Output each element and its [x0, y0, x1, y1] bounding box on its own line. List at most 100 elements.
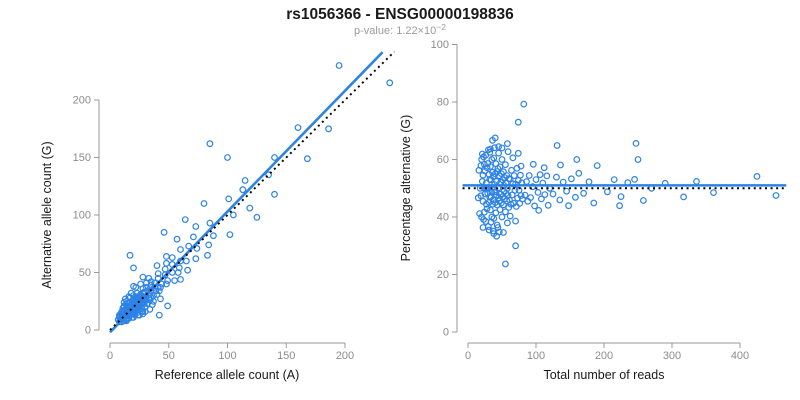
- data-point: [604, 188, 611, 196]
- tick-label: 0: [107, 350, 113, 362]
- data-point: [154, 270, 162, 278]
- data-point: [246, 204, 254, 212]
- data-point: [192, 255, 200, 263]
- tick-label: 100: [527, 350, 545, 362]
- data-point: [510, 172, 518, 180]
- data-point: [514, 118, 522, 126]
- data-point: [121, 295, 129, 303]
- data-point: [549, 190, 557, 198]
- tick-label: 20: [437, 269, 449, 281]
- pvalue-text: p-value: 1.22×10: [354, 25, 436, 37]
- data-point: [538, 195, 545, 203]
- data-point: [145, 274, 153, 282]
- data-point: [498, 156, 506, 163]
- tick-label: 300: [663, 350, 681, 362]
- data-point: [540, 164, 548, 172]
- data-point: [631, 175, 638, 183]
- data-point: [544, 201, 552, 209]
- data-point: [534, 188, 542, 196]
- data-point: [616, 202, 623, 210]
- data-point: [386, 79, 394, 87]
- data-point: [189, 233, 197, 241]
- data-point: [565, 202, 572, 210]
- data-point: [477, 192, 485, 200]
- data-point: [209, 232, 217, 240]
- tick-label: 0: [85, 325, 91, 337]
- data-point: [517, 162, 525, 170]
- data-point: [139, 273, 147, 281]
- data-point: [634, 156, 642, 163]
- data-point: [304, 155, 311, 163]
- data-point: [271, 154, 278, 161]
- data-point: [498, 144, 506, 152]
- data-point: [512, 242, 519, 250]
- data-point: [502, 260, 509, 268]
- tick-label: 400: [731, 350, 749, 362]
- data-point: [174, 269, 182, 276]
- data-point: [157, 284, 164, 291]
- tick-label: 150: [277, 350, 295, 362]
- data-point: [477, 162, 485, 170]
- data-point: [529, 183, 536, 191]
- data-point: [610, 176, 618, 184]
- data-point: [164, 277, 172, 285]
- data-point: [514, 149, 522, 157]
- data-point: [495, 194, 503, 202]
- data-point: [241, 177, 249, 184]
- data-point: [559, 178, 567, 186]
- data-point: [487, 145, 494, 153]
- data-point: [155, 287, 163, 295]
- trend-lines: [109, 51, 787, 334]
- tick-label: 0: [465, 350, 471, 362]
- tick-label: 50: [163, 350, 175, 362]
- data-point: [131, 311, 139, 319]
- data-point: [520, 100, 528, 108]
- data-point: [495, 228, 503, 236]
- data-point: [130, 282, 137, 290]
- data-point: [680, 193, 687, 201]
- data-point: [493, 221, 501, 229]
- data-point: [563, 187, 570, 195]
- data-point: [772, 192, 780, 199]
- data-point: [710, 189, 717, 197]
- data-point: [226, 231, 234, 239]
- right-scatter-points: [474, 100, 780, 268]
- data-point: [206, 140, 214, 148]
- data-point: [162, 252, 170, 260]
- data-point: [193, 244, 201, 252]
- data-point: [335, 62, 343, 69]
- data-point: [153, 262, 161, 270]
- data-point: [487, 163, 494, 170]
- data-point: [325, 125, 333, 133]
- left-identity-line: [109, 51, 396, 331]
- data-point: [617, 193, 625, 201]
- data-point: [500, 229, 507, 236]
- data-point: [478, 150, 486, 158]
- data-point: [506, 212, 514, 220]
- data-point: [155, 311, 163, 319]
- data-point: [206, 219, 214, 227]
- data-point: [521, 191, 529, 199]
- data-point: [490, 154, 498, 162]
- data-point: [495, 143, 503, 151]
- data-point: [192, 223, 200, 230]
- data-point: [158, 280, 166, 288]
- data-point: [294, 124, 302, 131]
- data-point: [115, 311, 123, 319]
- data-point: [506, 175, 514, 183]
- data-point: [204, 251, 211, 259]
- data-point: [506, 196, 513, 204]
- tick-label: 80: [437, 97, 449, 109]
- data-point: [271, 190, 278, 198]
- data-point: [164, 302, 172, 310]
- data-point: [239, 186, 247, 194]
- data-point: [185, 242, 193, 250]
- data-point: [162, 259, 170, 267]
- data-point: [590, 199, 598, 207]
- data-point: [150, 297, 157, 305]
- data-point: [593, 162, 601, 170]
- data-point: [265, 171, 273, 179]
- data-point: [173, 235, 181, 243]
- data-point: [229, 211, 237, 219]
